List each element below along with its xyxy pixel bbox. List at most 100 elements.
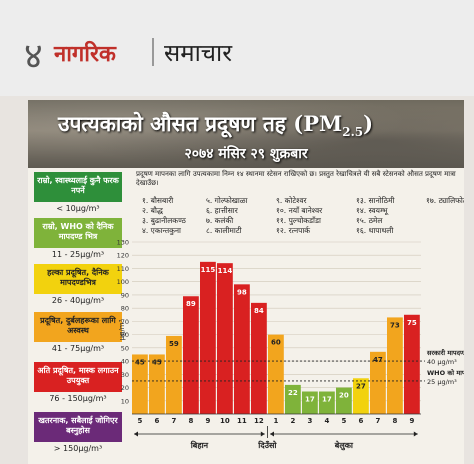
- bar: [183, 296, 199, 414]
- bar: [268, 334, 284, 414]
- x-tick-label: 8: [392, 417, 397, 425]
- legend-swatch: अति प्रदूषित, मास्क लगाउन उपयुक्त: [34, 362, 122, 392]
- bar-value-label: 17: [305, 396, 315, 404]
- bar-value-label: 115: [201, 266, 216, 274]
- legend-swatch: राम्रो, WHO को दैनिक मापदण्ड भित्र: [34, 218, 122, 248]
- bar: [234, 284, 250, 414]
- legend-range: 41 - 75µg/m³: [51, 344, 105, 353]
- station-item: ११. पुल्चोकडाँडा: [276, 216, 321, 225]
- legend-range: > 150µg/m³: [53, 444, 103, 453]
- bar-value-label: 45: [152, 358, 162, 366]
- bar: [285, 384, 301, 414]
- legend-range: < 10µg/m³: [56, 204, 100, 213]
- y-tick-label: 130: [117, 239, 129, 247]
- infographic-panel: उपत्यकाको औसत प्रदूषण तह (PM2.5) २०७४ मं…: [28, 100, 464, 464]
- station-item: ५. गोल्फोखाळा: [206, 196, 248, 205]
- x-tick-label: 8: [188, 417, 193, 425]
- bar: [353, 378, 369, 414]
- smog-banner: [28, 100, 464, 168]
- legend-item: प्रदूषित, दुर्बलहरूका लागि अस्वस्थ 41 - 7…: [34, 312, 122, 353]
- station-item: १५. ठमेल: [356, 216, 383, 225]
- bar: [370, 351, 386, 414]
- title-sub: 2.5: [342, 125, 364, 140]
- bar: [217, 263, 233, 414]
- bar: [251, 302, 267, 414]
- period-arrow-right: [260, 431, 265, 437]
- x-tick-label: 12: [254, 417, 264, 425]
- station-item: १०. नयाँ बानेश्वर: [276, 206, 323, 215]
- page-number: ४: [24, 36, 43, 77]
- station-item: १७. ट्यालिफोर्ट (कीर्तिपुर): [426, 196, 464, 205]
- chart-date: २०७४ मंसिर २९ शुक्रबार: [184, 146, 308, 162]
- bar: [302, 391, 318, 414]
- x-tick-label: 7: [375, 417, 380, 425]
- legend-range: 11 - 25µg/m³: [51, 250, 105, 259]
- y-tick-label: 70: [121, 318, 129, 326]
- section-title-red: नागरिक: [54, 42, 116, 67]
- page-header: ४ नागरिक समाचार: [0, 0, 474, 96]
- y-tick-label: 120: [117, 252, 129, 260]
- bar: [166, 335, 182, 414]
- period-label: बेलुका: [334, 440, 354, 451]
- period-arrow-right: [413, 431, 418, 437]
- bar-value-label: 59: [169, 340, 179, 348]
- reference-label: WHO को मापदण्ड: [427, 369, 464, 377]
- x-tick-label: 1: [273, 417, 278, 425]
- bar-value-label: 73: [390, 321, 400, 329]
- y-tick-label: 100: [117, 278, 129, 286]
- x-tick-label: 3: [307, 417, 312, 425]
- legend-range: 76 - 150µg/m³: [49, 394, 107, 403]
- reference-value: 40 µg/m³: [427, 358, 457, 366]
- station-item: १४. स्वयम्भू: [356, 206, 388, 215]
- station-item: १६. थापाथली: [356, 226, 394, 235]
- station-item: ४. एकान्तकुना: [142, 226, 181, 235]
- bar-chart: 102030405060708090100110120130µg/m³45545…: [117, 239, 464, 452]
- station-item: १२. रत्नपार्क: [276, 226, 311, 235]
- y-tick-label: 80: [121, 305, 129, 313]
- title-main: उपत्यकाको औसत प्रदूषण तह (PM: [58, 111, 343, 136]
- bar-value-label: 60: [271, 339, 281, 347]
- x-tick-label: 6: [358, 417, 363, 425]
- station-item: ३. बुढानीलकण्ठ: [142, 216, 186, 225]
- x-tick-label: 11: [237, 417, 247, 425]
- bar: [319, 391, 335, 414]
- station-item: ९. कोटेश्वर: [276, 196, 307, 205]
- legend-item: राम्रो, WHO को दैनिक मापदण्ड भित्र 11 - 2…: [34, 218, 122, 259]
- bar: [404, 314, 420, 414]
- bar-value-label: 47: [373, 356, 383, 364]
- station-item: १३. सानोठिमी: [356, 196, 395, 205]
- station-item: २. बौद्ध: [142, 206, 163, 215]
- legend-item: खतरनाक, सबैलाई जोगिएर बस्नुहोस > 150µg/m³: [34, 412, 122, 453]
- y-tick-label: 50: [121, 344, 129, 352]
- y-tick-label: 10: [121, 397, 129, 405]
- period-arrow-left: [134, 431, 138, 437]
- bar-value-label: 20: [339, 392, 349, 400]
- header-divider: [152, 38, 154, 66]
- intro-text: प्रदूषण मापनका लागि उपत्यकामा निम्न १४ स…: [136, 170, 456, 187]
- x-tick-label: 6: [154, 417, 159, 425]
- reference-value: 25 µg/m³: [427, 378, 457, 386]
- legend-swatch: खतरनाक, सबैलाई जोगिएर बस्नुहोस: [34, 412, 122, 442]
- chart-title: उपत्यकाको औसत प्रदूषण तह (PM2.5): [58, 110, 373, 139]
- y-tick-label: 110: [117, 265, 129, 273]
- station-item: ७. कलंकी: [206, 216, 234, 225]
- bar: [132, 354, 148, 414]
- x-tick-label: 5: [137, 417, 142, 425]
- period-arrow-left: [270, 431, 274, 437]
- y-tick-label: 40: [121, 358, 129, 366]
- bar-value-label: 17: [322, 396, 332, 404]
- legend-swatch: प्रदूषित, दुर्बलहरूका लागि अस्वस्थ: [34, 312, 122, 342]
- y-tick-label: 30: [121, 371, 129, 379]
- bar-value-label: 22: [288, 389, 298, 397]
- x-tick-label: 7: [171, 417, 176, 425]
- bar-value-label: 89: [186, 300, 196, 308]
- station-item: ८. कालीमाटी: [206, 226, 242, 235]
- y-tick-label: 90: [121, 291, 129, 299]
- bar-value-label: 114: [218, 267, 233, 275]
- x-tick-label: 2: [290, 417, 295, 425]
- bar-value-label: 27: [356, 382, 366, 390]
- bar: [200, 261, 216, 414]
- legend-range: 26 - 40µg/m³: [51, 296, 105, 305]
- y-axis-label: µg/m³: [118, 319, 126, 340]
- bar-value-label: 84: [254, 307, 264, 315]
